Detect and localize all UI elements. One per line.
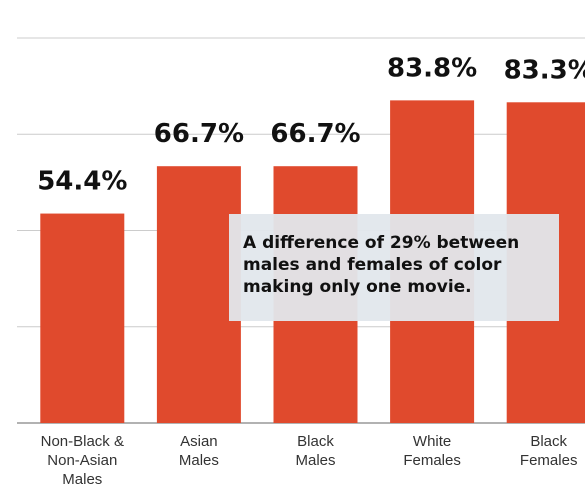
category-label: Black Females: [520, 433, 578, 469]
bar: [40, 213, 125, 423]
category-label: Asian Males: [179, 433, 219, 469]
bar: [156, 166, 241, 423]
value-label: 54.4%: [37, 167, 127, 197]
value-label: 66.7%: [270, 119, 360, 149]
category-label: Black Males: [295, 433, 335, 469]
value-labels: 54.4% 66.7% 66.7% 83.8% 83.3%: [37, 53, 585, 196]
value-label: 83.3%: [504, 55, 585, 85]
category-labels: Non-Black & Non-Asian Males Asian Males Black…: [41, 433, 578, 488]
value-label: 83.8%: [387, 53, 477, 83]
category-label: Non-Black & Non-Asian Males: [41, 433, 124, 488]
value-label: 66.7%: [154, 119, 244, 149]
category-label: White Females: [403, 433, 461, 469]
annotation-box: A difference of 29% between males and fe…: [229, 214, 559, 321]
